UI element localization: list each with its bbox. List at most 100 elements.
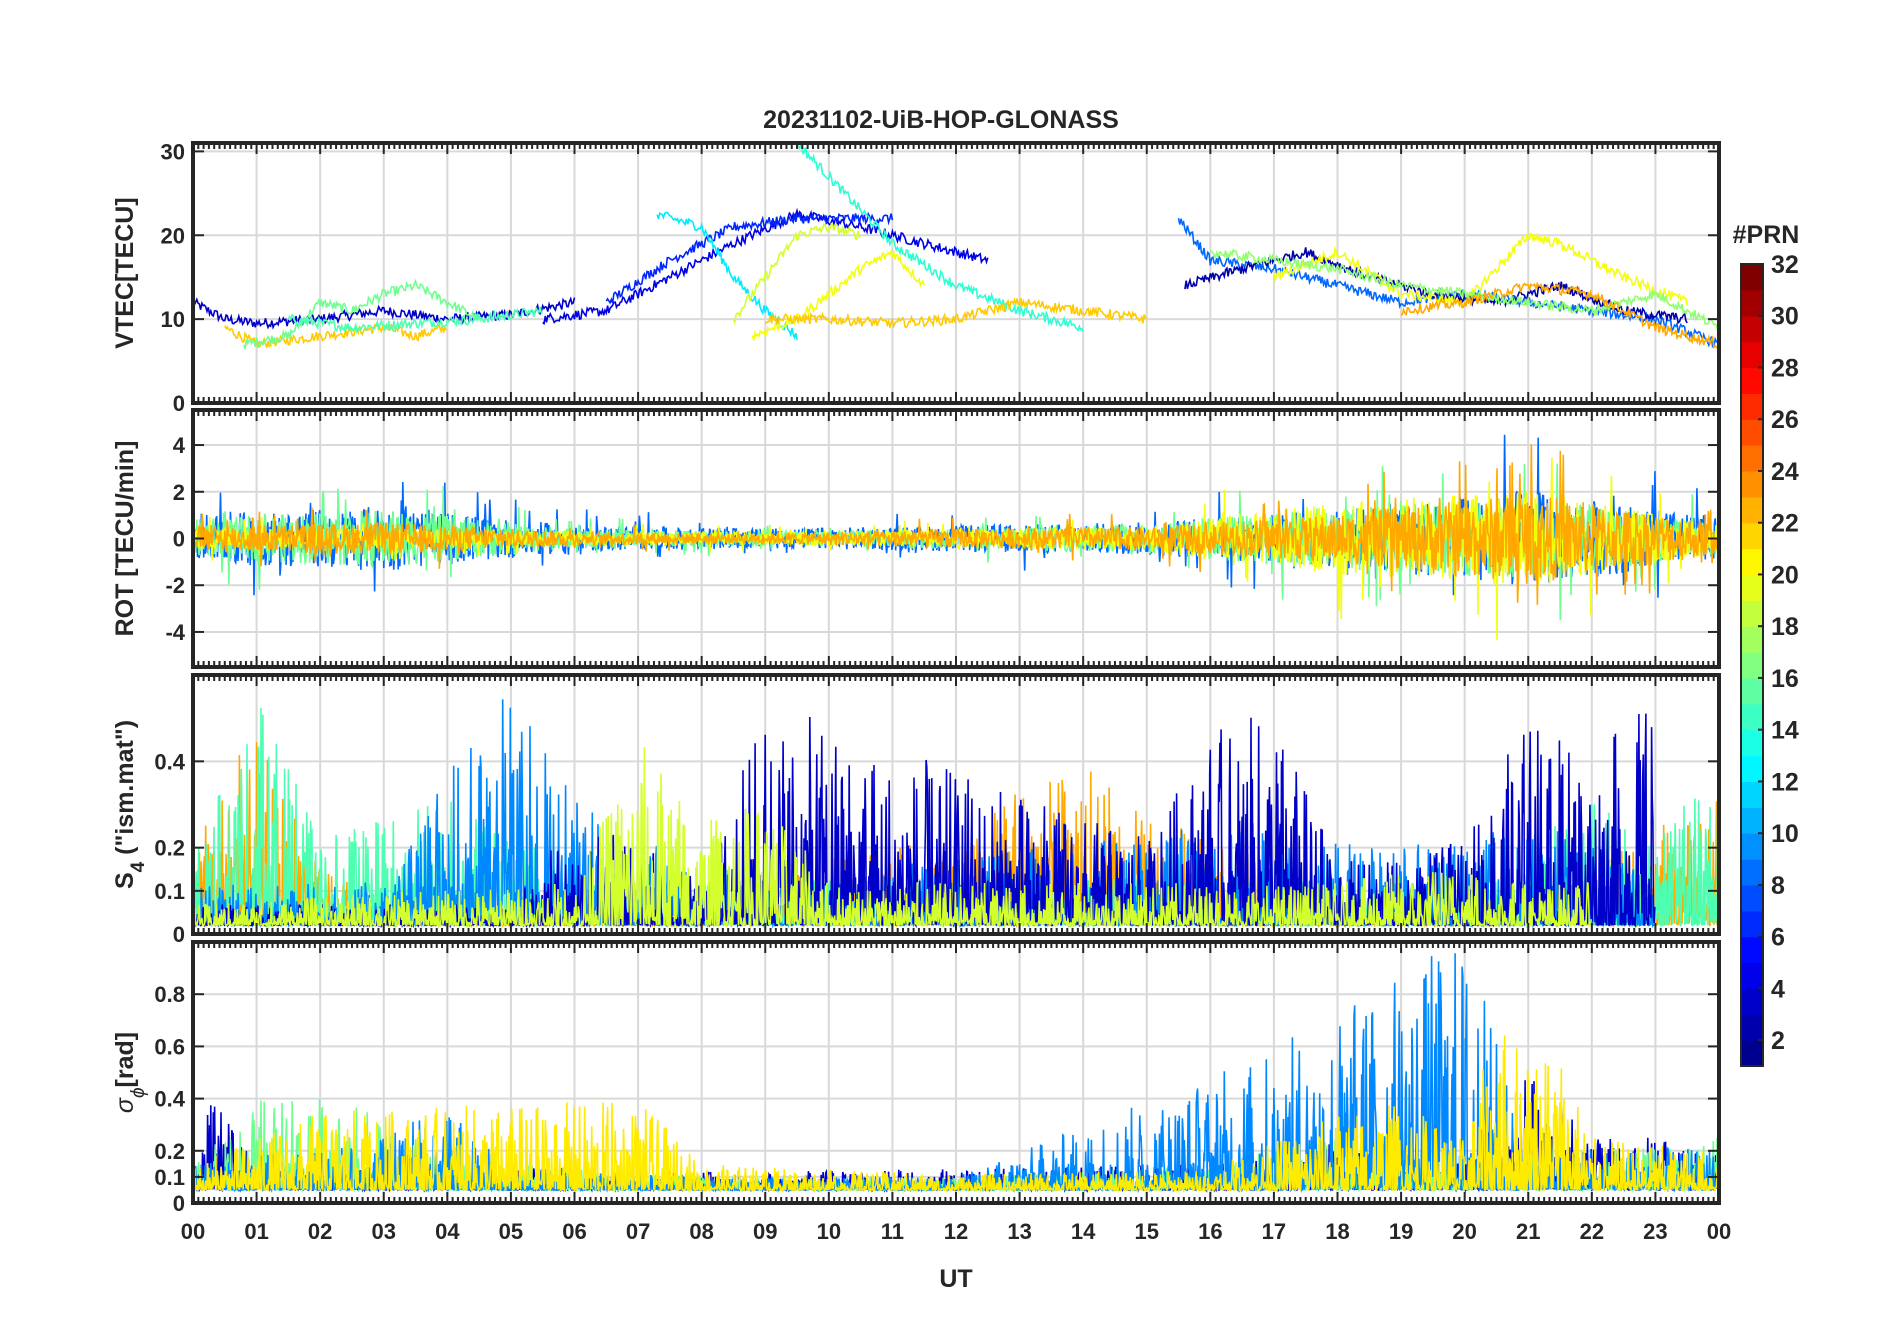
x-tick-label: 07 bbox=[626, 1219, 650, 1244]
colorbar-band bbox=[1741, 833, 1763, 860]
colorbar-band bbox=[1741, 445, 1763, 472]
y-tick-label: 0.4 bbox=[154, 1087, 185, 1112]
x-axis: 00 01 02 03 04 05 06 07 08 09 10 11 12 13 14 15 16 17 18 19… bbox=[181, 1219, 1731, 1244]
colorbar-tick-label: 2 bbox=[1771, 1027, 1785, 1055]
x-tick-label: 23 bbox=[1643, 1219, 1667, 1244]
colorbar-tick-label: 32 bbox=[1771, 251, 1799, 279]
colorbar-band bbox=[1741, 574, 1763, 601]
y-tick-label: -4 bbox=[165, 620, 185, 645]
y-tick-label: 20 bbox=[161, 223, 185, 248]
panel-s4: 0 0.1 0.2 0.4S4 ("ism.mat") bbox=[111, 673, 1721, 947]
colorbar-tick-label: 16 bbox=[1771, 665, 1799, 693]
y-axis-label-vtec: VTEC[TECU] bbox=[111, 197, 139, 348]
ticks-rot bbox=[192, 410, 1720, 667]
colorbar-band bbox=[1741, 807, 1763, 834]
x-tick-label: 01 bbox=[244, 1219, 268, 1244]
colorbar-tick-label: 20 bbox=[1771, 561, 1799, 589]
x-tick-label: 09 bbox=[753, 1219, 777, 1244]
series-prn-23 bbox=[193, 444, 1719, 605]
colorbar-band bbox=[1741, 884, 1763, 912]
x-tick-label: 12 bbox=[944, 1219, 968, 1244]
colorbar-band bbox=[1741, 677, 1763, 705]
x-tick-label: 04 bbox=[435, 1219, 460, 1244]
colorbar-band bbox=[1741, 548, 1763, 576]
x-tick-label: 00 bbox=[1707, 1219, 1731, 1244]
y-tick-label: 0 bbox=[173, 1191, 185, 1216]
colorbar-band bbox=[1741, 341, 1763, 369]
x-tick-label: 06 bbox=[562, 1219, 586, 1244]
x-tick-label: 17 bbox=[1262, 1219, 1286, 1244]
ticks-vtec bbox=[192, 143, 1720, 404]
colorbar-tick-label: 14 bbox=[1771, 717, 1799, 745]
y-tick-label: 0.6 bbox=[154, 1034, 185, 1059]
colorbar-tick-label: 24 bbox=[1771, 458, 1799, 486]
colorbar-band bbox=[1741, 781, 1763, 808]
x-tick-label: 03 bbox=[372, 1219, 396, 1244]
series-prn-6 bbox=[605, 211, 894, 305]
colorbar-band bbox=[1741, 496, 1763, 524]
colorbar-band bbox=[1741, 367, 1763, 394]
x-tick-label: 20 bbox=[1452, 1219, 1476, 1244]
series-group-vtec bbox=[193, 143, 1719, 350]
colorbar-band bbox=[1741, 264, 1763, 291]
colorbar-band bbox=[1741, 962, 1763, 989]
colorbar-band bbox=[1741, 755, 1763, 783]
series-group-rot bbox=[193, 434, 1719, 641]
ticks-sigma bbox=[192, 942, 1720, 1204]
colorbar-band bbox=[1741, 289, 1763, 317]
colorbar-band bbox=[1741, 522, 1763, 550]
panel-sigma: 00.10.2 0.4 0.6 0.8σϕ[rad] bbox=[111, 940, 1721, 1216]
y-tick-label: 0.1 bbox=[154, 1165, 185, 1190]
x-tick-label: 10 bbox=[817, 1219, 841, 1244]
x-tick-label: 00 bbox=[181, 1219, 205, 1244]
series-prn-19 bbox=[193, 747, 1592, 929]
colorbar-tick-label: 8 bbox=[1771, 872, 1785, 900]
colorbar-band bbox=[1741, 988, 1763, 1015]
colorbar-tick-label: 6 bbox=[1771, 924, 1785, 952]
y-tick-label: 0.4 bbox=[154, 749, 185, 774]
y-tick-label: 30 bbox=[161, 139, 185, 164]
y-tick-label: 2 bbox=[173, 480, 185, 505]
x-tick-label: 08 bbox=[689, 1219, 713, 1244]
series-prn-20 bbox=[1273, 232, 1688, 309]
x-tick-label: 19 bbox=[1389, 1219, 1413, 1244]
y-axis-label-sigma: σϕ[rad] bbox=[111, 1032, 149, 1113]
colorbar-title: #PRN bbox=[1733, 221, 1800, 249]
colorbar-band bbox=[1741, 470, 1763, 498]
series-group-sigma bbox=[193, 953, 1719, 1194]
colorbar-tick-label: 12 bbox=[1771, 768, 1799, 796]
series-prn-16 bbox=[243, 278, 480, 350]
y-tick-label: 0 bbox=[173, 391, 185, 416]
series-prn-3 bbox=[193, 296, 576, 330]
colorbar-frame bbox=[1740, 263, 1764, 1067]
colorbar-band bbox=[1741, 859, 1763, 886]
colorbar-band bbox=[1741, 936, 1763, 964]
series-prn-15 bbox=[287, 306, 543, 335]
y-tick-label: 0.2 bbox=[154, 1139, 185, 1164]
colorbar-band bbox=[1741, 419, 1763, 446]
x-tick-label: 18 bbox=[1325, 1219, 1349, 1244]
y-tick-label: 0.1 bbox=[154, 879, 185, 904]
x-tick-label: 21 bbox=[1516, 1219, 1540, 1244]
y-tick-label: 0.8 bbox=[154, 982, 185, 1007]
ticks-s4 bbox=[192, 675, 1720, 935]
colorbar-tick-label: 30 bbox=[1771, 303, 1799, 331]
y-tick-label: 0.2 bbox=[154, 836, 185, 861]
y-tick-label: 10 bbox=[161, 307, 185, 332]
series-prn-23 bbox=[1400, 281, 1719, 350]
panel-rot: -4 -2 0 2 4 ROT [TECU/min] bbox=[111, 408, 1721, 669]
series-prn-20 bbox=[751, 249, 925, 341]
x-tick-label: 22 bbox=[1580, 1219, 1604, 1244]
y-tick-label: 0 bbox=[173, 527, 185, 552]
x-tick-label: 05 bbox=[499, 1219, 523, 1244]
colorbar-tick-label: 10 bbox=[1771, 820, 1799, 848]
colorbar-tick-label: 26 bbox=[1771, 406, 1799, 434]
colorbar-band bbox=[1741, 1040, 1763, 1067]
series-prn-4 bbox=[542, 207, 989, 326]
series-prn-14 bbox=[796, 143, 1084, 333]
colorbar-band bbox=[1741, 315, 1763, 343]
panel-vtec: 0 10 20 30 VTEC[TECU] bbox=[111, 139, 1721, 416]
